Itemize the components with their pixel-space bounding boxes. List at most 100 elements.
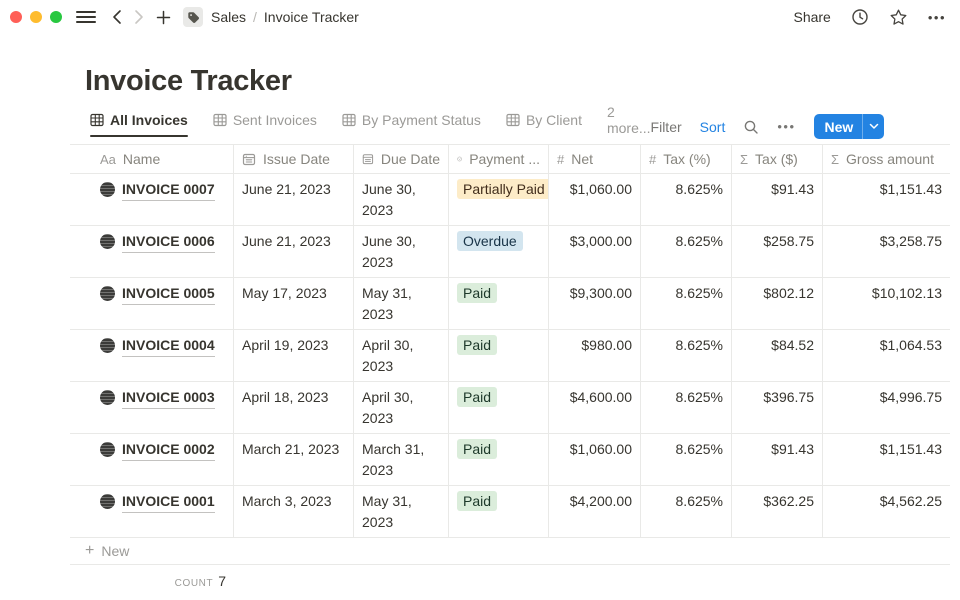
page-title[interactable]: Invoice Tracker	[85, 65, 292, 97]
net-cell[interactable]: $1,060.00	[549, 434, 641, 485]
net-cell[interactable]: $3,000.00	[549, 226, 641, 277]
issue-date-cell[interactable]: May 17, 2023	[234, 278, 354, 329]
gross-amount-cell[interactable]: $1,151.43	[879, 441, 942, 457]
table-row[interactable]: INVOICE 0002 March 21, 2023 March 31, 20…	[70, 433, 950, 485]
payment-status-cell[interactable]: Partially Paid	[449, 174, 549, 225]
tax-percent-cell[interactable]: 8.625%	[641, 382, 732, 433]
filter-button[interactable]: Filter	[650, 118, 682, 135]
breadcrumb-page[interactable]: Invoice Tracker	[263, 9, 359, 25]
net-cell[interactable]: $9,300.00	[549, 278, 641, 329]
updates-clock-icon[interactable]	[851, 8, 869, 26]
issue-date-cell[interactable]: March 3, 2023	[234, 486, 354, 537]
due-date-cell[interactable]: April 30, 2023	[354, 382, 449, 433]
column-header-due-date[interactable]: Due Date	[354, 145, 449, 173]
sort-button[interactable]: Sort	[699, 118, 726, 135]
status-badge[interactable]: Paid	[457, 283, 498, 303]
due-date-cell[interactable]: June 30, 2023	[354, 174, 449, 225]
tab-by-payment-status[interactable]: By Payment Status	[342, 112, 481, 136]
tax-dollars-cell[interactable]: $258.75	[732, 226, 823, 277]
name-cell[interactable]: INVOICE 0004	[70, 330, 234, 381]
close-window-button[interactable]	[10, 11, 22, 23]
back-icon[interactable]	[112, 9, 122, 25]
tab-sent-invoices[interactable]: Sent Invoices	[213, 112, 317, 136]
column-header-gross-amount[interactable]: Σ Gross amount	[831, 151, 934, 167]
count-aggregate[interactable]: COUNT 7	[70, 565, 234, 591]
tax-dollars-cell[interactable]: $802.12	[732, 278, 823, 329]
tax-dollars-cell[interactable]: $84.52	[732, 330, 823, 381]
gross-amount-cell[interactable]: $10,102.13	[871, 285, 942, 301]
table-row[interactable]: INVOICE 0007 June 21, 2023 June 30, 2023…	[70, 173, 950, 225]
gross-amount-cell[interactable]: $4,562.25	[879, 493, 942, 509]
table-row[interactable]: INVOICE 0006 June 21, 2023 June 30, 2023…	[70, 225, 950, 277]
gross-amount-cell[interactable]: $3,258.75	[879, 233, 942, 249]
tax-percent-cell[interactable]: 8.625%	[641, 174, 732, 225]
status-badge[interactable]: Partially Paid	[457, 179, 548, 199]
net-cell[interactable]: $980.00	[549, 330, 641, 381]
status-badge[interactable]: Paid	[457, 439, 498, 459]
issue-date-cell[interactable]: June 21, 2023	[234, 174, 354, 225]
due-date-cell[interactable]: June 30, 2023	[354, 226, 449, 277]
payment-status-cell[interactable]: Paid	[449, 278, 549, 329]
issue-date-cell[interactable]: June 21, 2023	[234, 226, 354, 277]
tax-percent-cell[interactable]: 8.625%	[641, 486, 732, 537]
tax-percent-cell[interactable]: 8.625%	[641, 330, 732, 381]
issue-date-cell[interactable]: April 18, 2023	[234, 382, 354, 433]
tax-dollars-cell[interactable]: $362.25	[732, 486, 823, 537]
invoice-page-link[interactable]: INVOICE 0003	[122, 387, 215, 409]
more-views-button[interactable]: 2 more...	[606, 104, 651, 136]
zoom-window-button[interactable]	[50, 11, 62, 23]
tax-dollars-cell[interactable]: $396.75	[732, 382, 823, 433]
net-cell[interactable]: $1,060.00	[549, 174, 641, 225]
search-icon[interactable]	[743, 119, 759, 135]
column-header-net[interactable]: # Net	[549, 145, 641, 173]
name-cell[interactable]: INVOICE 0001	[70, 486, 234, 537]
more-options-icon[interactable]: •••	[927, 9, 946, 25]
column-header-payment-status[interactable]: Payment ...	[449, 145, 549, 173]
invoice-page-link[interactable]: INVOICE 0004	[122, 335, 215, 357]
tax-percent-cell[interactable]: 8.625%	[641, 226, 732, 277]
forward-icon[interactable]	[134, 9, 144, 25]
column-header-tax-dollars[interactable]: Σ Tax ($)	[732, 145, 823, 173]
view-more-options-icon[interactable]: •••	[777, 119, 796, 134]
tab-by-client[interactable]: By Client	[506, 112, 582, 136]
new-page-plus-icon[interactable]	[156, 10, 171, 25]
invoice-page-link[interactable]: INVOICE 0002	[122, 439, 215, 461]
column-header-issue-date[interactable]: Issue Date	[234, 145, 354, 173]
issue-date-cell[interactable]: March 21, 2023	[234, 434, 354, 485]
breadcrumb-section[interactable]: Sales	[211, 9, 247, 25]
tax-percent-cell[interactable]: 8.625%	[641, 434, 732, 485]
due-date-cell[interactable]: March 31, 2023	[354, 434, 449, 485]
table-row[interactable]: INVOICE 0005 May 17, 2023 May 31, 2023 P…	[70, 277, 950, 329]
gross-amount-cell[interactable]: $1,064.53	[879, 337, 942, 353]
payment-status-cell[interactable]: Paid	[449, 330, 549, 381]
new-entry-button[interactable]: New	[813, 114, 885, 139]
issue-date-cell[interactable]: April 19, 2023	[234, 330, 354, 381]
column-header-name[interactable]: Aa Name	[70, 145, 234, 173]
invoice-page-link[interactable]: INVOICE 0007	[122, 179, 215, 201]
add-row-button[interactable]: + New	[70, 537, 950, 565]
net-cell[interactable]: $4,600.00	[549, 382, 641, 433]
name-cell[interactable]: INVOICE 0003	[70, 382, 234, 433]
status-badge[interactable]: Paid	[457, 491, 498, 511]
due-date-cell[interactable]: May 31, 2023	[354, 278, 449, 329]
table-row[interactable]: INVOICE 0004 April 19, 2023 April 30, 20…	[70, 329, 950, 381]
status-badge[interactable]: Overdue	[457, 231, 523, 251]
share-button[interactable]: Share	[793, 9, 831, 25]
table-row[interactable]: INVOICE 0001 March 3, 2023 May 31, 2023 …	[70, 485, 950, 537]
table-row[interactable]: INVOICE 0003 April 18, 2023 April 30, 20…	[70, 381, 950, 433]
name-cell[interactable]: INVOICE 0007	[70, 174, 234, 225]
tax-dollars-cell[interactable]: $91.43	[732, 174, 823, 225]
sidebar-menu-icon[interactable]	[76, 9, 96, 25]
net-cell[interactable]: $4,200.00	[549, 486, 641, 537]
payment-status-cell[interactable]: Paid	[449, 382, 549, 433]
name-cell[interactable]: INVOICE 0006	[70, 226, 234, 277]
status-badge[interactable]: Paid	[457, 387, 498, 407]
due-date-cell[interactable]: April 30, 2023	[354, 330, 449, 381]
column-header-tax-percent[interactable]: # Tax (%)	[641, 145, 732, 173]
tab-all-invoices[interactable]: All Invoices	[90, 112, 188, 137]
minimize-window-button[interactable]	[30, 11, 42, 23]
invoice-page-link[interactable]: INVOICE 0001	[122, 491, 215, 513]
gross-amount-cell[interactable]: $4,996.75	[879, 389, 942, 405]
name-cell[interactable]: INVOICE 0002	[70, 434, 234, 485]
favorite-star-icon[interactable]	[889, 8, 908, 27]
